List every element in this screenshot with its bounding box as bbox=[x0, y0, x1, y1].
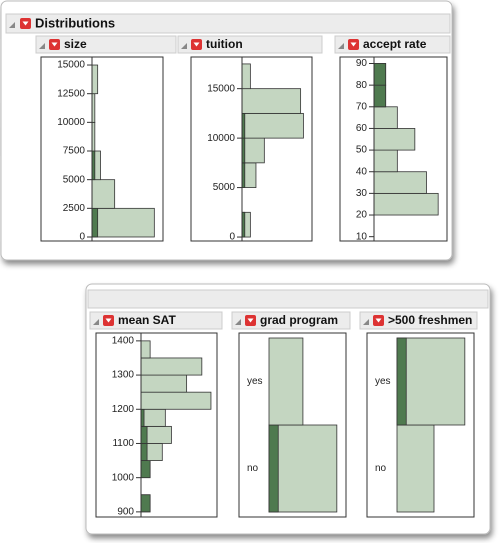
menu-arrow bbox=[193, 42, 200, 47]
y-tick-label: 90 bbox=[356, 58, 368, 69]
bar bbox=[373, 128, 416, 151]
bar bbox=[241, 137, 265, 164]
chart-header bbox=[359, 311, 478, 330]
bar bbox=[140, 408, 166, 427]
y-tick-label: 15000 bbox=[207, 83, 235, 94]
disclosure[interactable] bbox=[181, 43, 187, 49]
y-tick-label: 20 bbox=[356, 210, 368, 221]
y-tick-label: 50 bbox=[356, 145, 368, 156]
y-tick-label: 80 bbox=[356, 80, 368, 91]
chart-title: size bbox=[64, 37, 87, 51]
bar bbox=[140, 357, 203, 376]
y-tick-label: 1100 bbox=[112, 438, 134, 449]
selected-bar bbox=[91, 207, 99, 238]
bar bbox=[373, 192, 439, 216]
bar bbox=[91, 207, 155, 238]
bar bbox=[241, 112, 304, 139]
y-tick-label: 10000 bbox=[207, 133, 235, 144]
disclosure[interactable] bbox=[235, 319, 241, 325]
disclosure[interactable] bbox=[93, 319, 99, 325]
bar bbox=[91, 64, 99, 95]
menu-arrow bbox=[375, 318, 382, 323]
panel-title: Distributions bbox=[35, 15, 115, 30]
chart-header bbox=[89, 311, 223, 330]
y-tick-label: 30 bbox=[356, 188, 368, 199]
disclosure[interactable] bbox=[9, 22, 15, 28]
selected-bar bbox=[373, 63, 387, 86]
menu-arrow bbox=[22, 21, 29, 26]
bar bbox=[268, 424, 338, 513]
chart-header bbox=[177, 35, 323, 54]
y-tick-label: 1200 bbox=[112, 404, 135, 415]
y-tick-label: 0 bbox=[79, 232, 85, 243]
y-tick-label: 10 bbox=[356, 231, 368, 242]
y-tick-label: 900 bbox=[117, 507, 134, 518]
bar bbox=[373, 106, 398, 129]
selected-bar bbox=[140, 443, 148, 461]
title-bar bbox=[87, 289, 489, 309]
disclosure[interactable] bbox=[39, 43, 45, 49]
category-label: no bbox=[375, 463, 387, 474]
selected-bar bbox=[140, 494, 151, 513]
selected-bar bbox=[140, 460, 151, 479]
category-label: yes bbox=[375, 376, 391, 387]
menu-arrow bbox=[247, 318, 254, 323]
y-tick-label: 15000 bbox=[57, 60, 85, 71]
bar bbox=[241, 88, 302, 114]
bar bbox=[268, 337, 304, 426]
selected-bar bbox=[373, 84, 387, 108]
bar bbox=[140, 340, 151, 359]
chart-title: tuition bbox=[206, 37, 243, 51]
bar bbox=[140, 391, 212, 410]
bar bbox=[241, 63, 251, 90]
y-tick-label: 2500 bbox=[63, 203, 86, 214]
chart-title: accept rate bbox=[363, 37, 427, 51]
y-tick-label: 5000 bbox=[213, 182, 236, 193]
selected-bar bbox=[268, 424, 279, 513]
bar bbox=[373, 149, 398, 173]
chart-title: grad program bbox=[260, 313, 338, 327]
disclosure[interactable] bbox=[363, 319, 369, 325]
title-bar bbox=[5, 13, 451, 34]
y-tick-label: 12500 bbox=[57, 88, 85, 99]
selected-bar bbox=[396, 337, 407, 426]
disclosure[interactable] bbox=[338, 43, 344, 49]
y-tick-label: 1300 bbox=[112, 370, 135, 381]
y-tick-label: 60 bbox=[356, 123, 368, 134]
bar bbox=[396, 337, 466, 426]
y-tick-label: 10000 bbox=[57, 117, 85, 128]
bar bbox=[396, 424, 435, 513]
menu-arrow bbox=[350, 42, 357, 47]
selected-bar bbox=[140, 425, 148, 444]
y-tick-label: 1000 bbox=[112, 472, 135, 483]
chart-title: >500 freshmen bbox=[388, 313, 472, 327]
bar bbox=[140, 374, 188, 393]
y-tick-label: 40 bbox=[356, 166, 368, 177]
chart-title: mean SAT bbox=[118, 313, 176, 327]
chart-header bbox=[35, 35, 177, 54]
category-label: yes bbox=[247, 376, 263, 387]
category-label: no bbox=[247, 463, 259, 474]
y-tick-label: 70 bbox=[356, 101, 368, 112]
chart-header bbox=[231, 311, 351, 330]
bar bbox=[91, 179, 116, 209]
y-tick-label: 7500 bbox=[63, 146, 86, 157]
y-tick-label: 5000 bbox=[63, 174, 86, 185]
menu-arrow bbox=[105, 318, 112, 323]
y-tick-label: 1400 bbox=[112, 336, 135, 347]
chart-header bbox=[334, 35, 451, 54]
menu-arrow bbox=[51, 42, 58, 47]
y-tick-label: 0 bbox=[229, 232, 235, 243]
bar bbox=[373, 171, 427, 194]
